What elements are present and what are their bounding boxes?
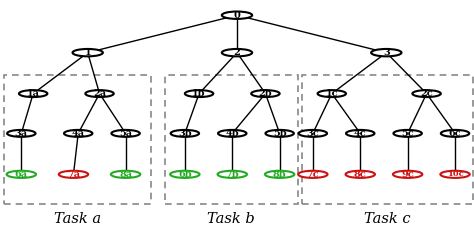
Ellipse shape bbox=[265, 171, 294, 178]
Bar bbox=[4, 75, 151, 204]
Text: 3a: 3a bbox=[15, 129, 28, 138]
Text: 2: 2 bbox=[234, 48, 240, 57]
Text: 3: 3 bbox=[383, 48, 390, 57]
Ellipse shape bbox=[59, 171, 88, 178]
Text: 9c: 9c bbox=[401, 170, 414, 179]
Text: 7b: 7b bbox=[226, 170, 239, 179]
Ellipse shape bbox=[440, 171, 470, 178]
Text: 1: 1 bbox=[84, 48, 91, 57]
Ellipse shape bbox=[393, 130, 422, 137]
Text: 4b: 4b bbox=[226, 129, 239, 138]
Ellipse shape bbox=[64, 130, 92, 137]
Ellipse shape bbox=[7, 130, 36, 137]
Text: 2a: 2a bbox=[93, 89, 106, 98]
Ellipse shape bbox=[346, 171, 375, 178]
Ellipse shape bbox=[265, 130, 294, 137]
Text: 6a: 6a bbox=[15, 170, 28, 179]
Text: 1c: 1c bbox=[326, 89, 338, 98]
Text: 1a: 1a bbox=[27, 89, 40, 98]
Text: 6c: 6c bbox=[449, 129, 461, 138]
Text: 5c: 5c bbox=[401, 129, 414, 138]
Ellipse shape bbox=[218, 130, 246, 137]
Ellipse shape bbox=[371, 49, 401, 56]
Text: 2c: 2c bbox=[420, 89, 433, 98]
Ellipse shape bbox=[185, 90, 213, 97]
Bar bbox=[302, 75, 473, 204]
Text: 8b: 8b bbox=[273, 170, 286, 179]
Text: 7a: 7a bbox=[67, 170, 80, 179]
Ellipse shape bbox=[85, 90, 114, 97]
Ellipse shape bbox=[171, 130, 199, 137]
Ellipse shape bbox=[111, 130, 140, 137]
Ellipse shape bbox=[222, 49, 252, 56]
Ellipse shape bbox=[393, 171, 422, 178]
Ellipse shape bbox=[73, 49, 103, 56]
Ellipse shape bbox=[170, 171, 200, 178]
Text: 8c: 8c bbox=[354, 170, 366, 179]
Text: 5a: 5a bbox=[119, 129, 132, 138]
Text: 7c: 7c bbox=[307, 170, 319, 179]
Text: 2b: 2b bbox=[259, 89, 272, 98]
Text: 1b: 1b bbox=[192, 89, 206, 98]
Ellipse shape bbox=[299, 130, 327, 137]
Text: 3c: 3c bbox=[307, 129, 319, 138]
Text: 0: 0 bbox=[234, 11, 240, 20]
Text: 5b: 5b bbox=[273, 129, 286, 138]
Ellipse shape bbox=[318, 90, 346, 97]
Text: 6b: 6b bbox=[178, 170, 191, 179]
Ellipse shape bbox=[111, 171, 140, 178]
Ellipse shape bbox=[7, 171, 36, 178]
Text: Task b: Task b bbox=[208, 212, 255, 226]
Text: 4a: 4a bbox=[72, 129, 85, 138]
Text: 10c: 10c bbox=[447, 170, 464, 178]
Ellipse shape bbox=[441, 130, 469, 137]
Text: Task a: Task a bbox=[54, 212, 101, 226]
Ellipse shape bbox=[218, 171, 247, 178]
Bar bbox=[165, 75, 298, 204]
Text: 8a: 8a bbox=[119, 170, 132, 179]
Ellipse shape bbox=[222, 11, 252, 19]
Text: 3b: 3b bbox=[178, 129, 191, 138]
Ellipse shape bbox=[19, 90, 47, 97]
Text: 4c: 4c bbox=[354, 129, 366, 138]
Ellipse shape bbox=[346, 130, 374, 137]
Ellipse shape bbox=[412, 90, 441, 97]
Ellipse shape bbox=[298, 171, 328, 178]
Ellipse shape bbox=[251, 90, 280, 97]
Text: Task c: Task c bbox=[365, 212, 411, 226]
